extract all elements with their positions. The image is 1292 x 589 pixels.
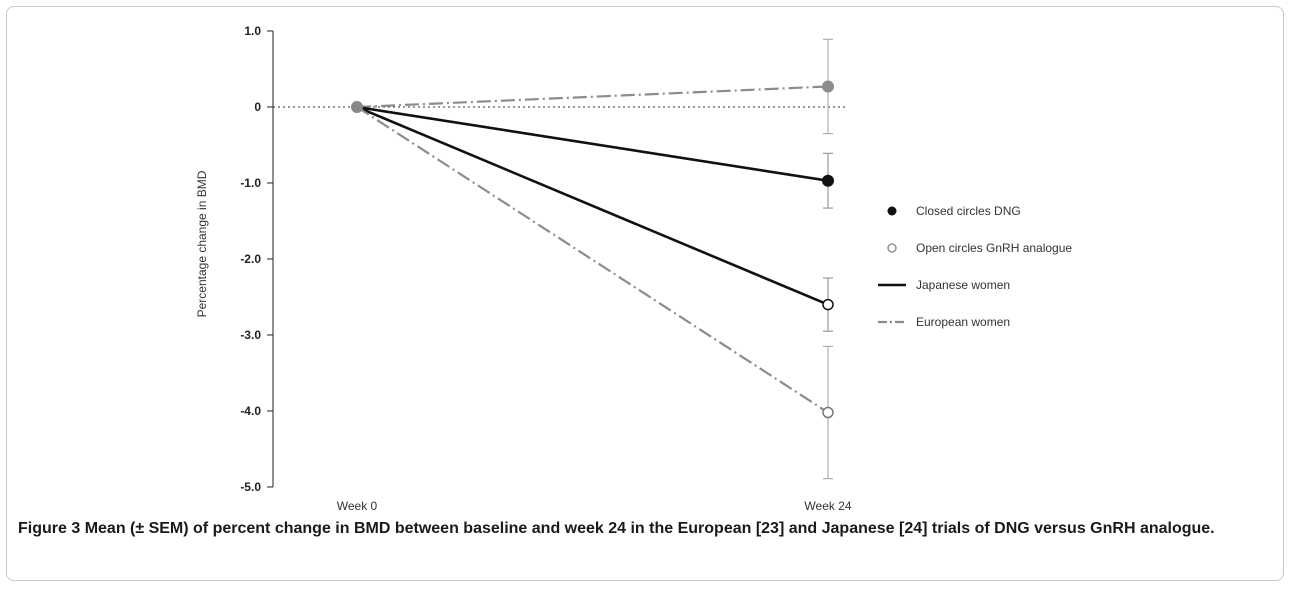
y-tick-label: 0 xyxy=(254,100,261,114)
y-tick-label: -3.0 xyxy=(240,328,261,342)
legend-open-circle-icon xyxy=(887,243,897,253)
y-tick-label: -4.0 xyxy=(240,404,261,418)
series-line-japanese-women-gnrh-analogue xyxy=(356,105,829,306)
legend-filled-circle-icon xyxy=(887,206,897,216)
legend-item-japanese-women: Japanese women xyxy=(878,278,1010,292)
legend-label: European women xyxy=(916,315,1010,329)
chart-legend: Closed circles DNG Open circles GnRH anal… xyxy=(878,204,1072,329)
chart-axes: 1.0 0 -1.0 -2.0 -3.0 -4.0 -5.0 Percentage chang… xyxy=(195,24,852,513)
y-tick-label: -2.0 xyxy=(240,252,261,266)
series-markers xyxy=(351,80,834,419)
series-line-european-women-dng xyxy=(356,85,829,109)
y-tick-label: -1.0 xyxy=(240,176,261,190)
legend-item-closed-circles-dng: Closed circles DNG xyxy=(887,204,1021,218)
legend-item-european-women: European women xyxy=(878,315,1010,329)
legend-label: Closed circles DNG xyxy=(916,204,1021,218)
legend-label: Open circles GnRH analogue xyxy=(916,241,1072,255)
x-tick-label-week-24: Week 24 xyxy=(804,499,851,513)
baseline-point xyxy=(351,101,363,113)
point-japanese-women-gnrh-analogue xyxy=(822,298,834,311)
y-tick-label: -5.0 xyxy=(240,480,261,494)
series-line-japanese-women-dng xyxy=(356,105,829,183)
y-tick-label: 1.0 xyxy=(244,24,261,38)
point-european-women-dng xyxy=(822,80,834,93)
figure-caption-text: Mean (± SEM) of percent change in BMD be… xyxy=(84,520,1215,537)
figure-caption: Figure 3 Mean (± SEM) of percent change … xyxy=(18,518,1268,539)
legend-item-open-circles-gnrh-analogue: Open circles GnRH analogue xyxy=(887,241,1072,255)
point-european-women-gnrh-analogue xyxy=(822,406,834,419)
x-tick-label-week-0: Week 0 xyxy=(337,499,378,513)
legend-label: Japanese women xyxy=(916,278,1010,292)
series-line-european-women-gnrh-analogue xyxy=(356,106,829,414)
figure-label: Figure 3 xyxy=(18,520,81,537)
point-japanese-women-dng xyxy=(822,174,834,187)
bmd-line-chart: 1.0 0 -1.0 -2.0 -3.0 -4.0 -5.0 Percentage chang… xyxy=(195,24,1072,513)
y-axis-title: Percentage change in BMD xyxy=(195,170,209,317)
series-lines xyxy=(356,85,829,414)
